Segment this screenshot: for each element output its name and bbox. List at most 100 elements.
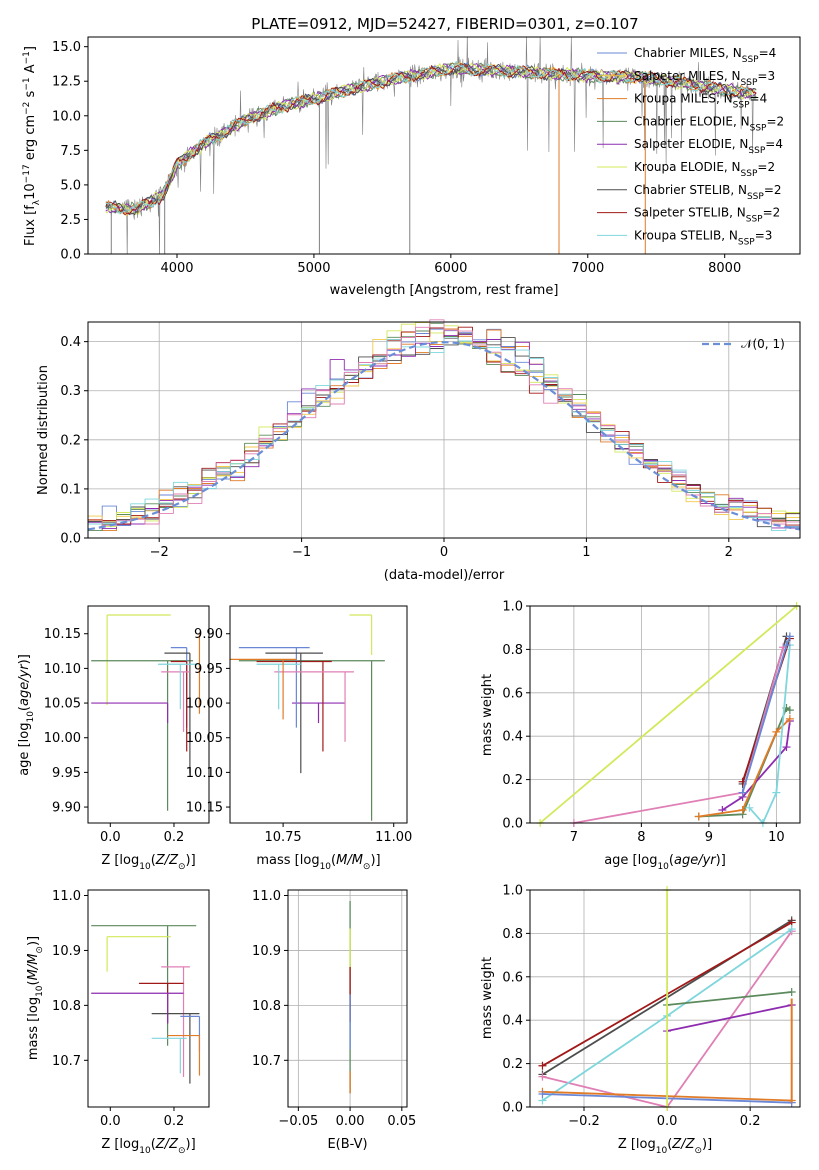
age-vs-mass-ytick-label: 10.10	[186, 766, 223, 781]
weight-z-ytick-label: 0.4	[502, 1014, 523, 1029]
weight-age-xtick-label: 10	[768, 830, 785, 845]
mass-vs-z-ylabel: mass [log10(M/M⊙)]	[26, 936, 45, 1060]
legend-label-salpeter_stelib: Salpeter STELIB, NSSP=2	[634, 206, 780, 225]
figure-title: PLATE=0912, MJD=52427, FIBERID=0301, z=0…	[251, 15, 638, 33]
weight-z-line-chabrier_elodie	[667, 991, 792, 1006]
spectrum-xlabel: wavelength [Angstrom, rest frame]	[330, 283, 559, 298]
weight-age-xtick-label: 8	[637, 830, 645, 845]
histogram-ylabel: Normed distribution	[36, 365, 51, 495]
spectrum-model-line-salpeter_stelib	[105, 63, 757, 216]
mass-vs-ebv-ytick-label: 10.9	[252, 944, 281, 959]
spectrum-xtick-label: 5000	[297, 261, 330, 276]
weight-z-xtick-label: 0.2	[740, 1114, 761, 1129]
age-vs-z-xlabel: Z [log10(Z/Z⊙)]	[101, 853, 195, 872]
weight-age-marker-kroupa_miles	[772, 727, 781, 736]
mass-vs-z-panel: 0.0 0.2 10.7 10.8 10.9 11.0 Z [log10(Z/Z⊙)] mas…	[26, 889, 210, 1156]
histogram-step-salpeter_stelib	[88, 326, 800, 526]
age-vs-z-ytick-label: 9.95	[52, 766, 81, 781]
mass-vs-ebv-panel: −0.05 0.00 0.05 10.7 10.8 10.9 11.0 E(B-V)	[252, 889, 416, 1152]
mass-vs-z-ytick-label: 10.8	[52, 999, 81, 1014]
weight-age-marker-kroupa_stelib	[772, 788, 781, 797]
age-vs-z-ytick-label: 9.90	[52, 801, 81, 816]
histogram-ytick-label: 0.1	[60, 482, 81, 497]
weight-age-marker-salpeter_elodie	[782, 743, 791, 752]
weight-age-ytick-label: 0.2	[502, 773, 523, 788]
histogram-xtick-label: −1	[292, 545, 311, 560]
spectrum-plot-area	[105, 37, 757, 254]
mass-vs-z-xtick-label: 0.0	[100, 1114, 121, 1129]
weight-age-ylabel: mass weight	[480, 674, 495, 756]
spectrum-model-line-chabrier_stelib	[105, 63, 757, 216]
weight-age-ytick-label: 0.6	[502, 686, 523, 701]
legend-label-chabrier_miles: Chabrier MILES, NSSP=4	[634, 46, 776, 65]
weight-age-ytick-label: 0.4	[502, 730, 523, 745]
histogram-xlabel: (data-model)/error	[384, 568, 505, 583]
weight-age-frame	[529, 605, 801, 824]
histogram-ytick-label: 0.4	[60, 335, 81, 350]
weight-z-marker-pink	[538, 1072, 547, 1081]
spectrum-ylabel: Flux [fλ10−17 erg cm−2 s−1 A−1]	[22, 46, 42, 246]
histogram-step-pink	[88, 319, 800, 526]
mass-vs-z-ytick-label: 10.7	[52, 1054, 81, 1069]
legend-label-chabrier_elodie: Chabrier ELODIE, NSSP=2	[634, 114, 784, 133]
spectrum-ytick-label: 7.5	[60, 144, 81, 159]
weight-z-xtick-label: −0.2	[568, 1114, 600, 1129]
weight-age-marker-chabrier_miles	[782, 641, 791, 650]
age-vs-z-ylabel: age [log10(age/yr)]	[17, 654, 36, 776]
weight-age-marker-chabrier_miles	[785, 632, 794, 641]
histogram-frame	[87, 321, 801, 539]
spectrum-ytick-label: 15.0	[52, 40, 81, 55]
histogram-ytick-label: 0.0	[60, 532, 81, 547]
legend-label-salpeter_elodie: Salpeter ELODIE, NSSP=4	[634, 137, 783, 156]
spectrum-model-line-kroupa_elodie	[105, 62, 757, 215]
weight-z-panel: −0.2 0.0 0.2 0.0 0.2 0.4 0.6 0.8 1.0 Z [log10(Z/Z…	[480, 884, 801, 1156]
histogram-xtick-label: 0	[440, 545, 448, 560]
mass-vs-ebv-ytick-label: 11.0	[252, 889, 281, 904]
age-vs-mass-xtick-label: 10.75	[264, 830, 301, 845]
age-vs-mass-ytick-label: 10.00	[186, 697, 223, 712]
weight-z-ytick-label: 0.8	[502, 927, 523, 942]
age-vs-mass-ytick-label: 9.95	[194, 662, 223, 677]
weight-z-ytick-label: 0.2	[502, 1057, 523, 1072]
weight-age-ytick-label: 0.0	[502, 817, 523, 832]
age-vs-mass-ytick-label: 9.90	[194, 627, 223, 642]
weight-z-frame	[529, 889, 801, 1108]
legend-label-kroupa_stelib: Kroupa STELIB, NSSP=3	[634, 228, 772, 247]
spectrum-ytick-label: 12.5	[52, 75, 81, 90]
spectrum-ytick-label: 10.0	[52, 109, 81, 124]
weight-z-ytick-label: 0.0	[502, 1101, 523, 1116]
age-vs-z-ytick-label: 10.00	[44, 731, 81, 746]
weight-age-marker-kroupa_miles	[738, 805, 747, 814]
weight-age-line-kroupa_stelib	[748, 645, 791, 824]
weight-z-marker-salpeter_stelib	[538, 1061, 547, 1070]
age-vs-mass-frame	[229, 605, 408, 824]
weight-z-ylabel: mass weight	[480, 957, 495, 1039]
age-vs-z-ytick-label: 10.10	[44, 662, 81, 677]
weight-age-line-pink	[573, 646, 784, 824]
age-vs-mass-ytick-label: 10.05	[186, 731, 223, 746]
legend-normal-label: 𝒩(0, 1)	[741, 337, 785, 351]
age-vs-z-frame	[87, 605, 210, 824]
weight-z-xlabel: Z [log10(Z/Z⊙)]	[618, 1137, 712, 1156]
spectrum-xtick-label: 8000	[708, 261, 741, 276]
mass-vs-z-frame	[87, 889, 210, 1108]
mass-vs-ebv-ytick-label: 10.7	[252, 1054, 281, 1069]
weight-age-panel: 7 8 9 10 0.0 0.2 0.4 0.6 0.8 1.0 age [log10(age/yr…	[480, 600, 801, 872]
weight-age-marker-kroupa_miles	[694, 812, 703, 821]
legend-label-kroupa_elodie: Kroupa ELODIE, NSSP=2	[634, 160, 775, 179]
weight-age-xtick-label: 9	[705, 830, 713, 845]
weight-age-marker-kroupa_stelib	[745, 803, 754, 812]
histogram-ytick-label: 0.3	[60, 384, 81, 399]
spectrum-ytick-label: 5.0	[60, 178, 81, 193]
weight-age-ytick-label: 1.0	[502, 600, 523, 615]
weight-age-ytick-label: 0.8	[502, 643, 523, 658]
age-vs-z-ytick-label: 10.05	[44, 697, 81, 712]
mass-vs-z-xlabel: Z [log10(Z/Z⊙)]	[101, 1137, 195, 1156]
weight-age-marker-kroupa_miles	[785, 714, 794, 723]
age-vs-z-xtick-label: 0.2	[164, 830, 185, 845]
mass-vs-z-ytick-label: 11.0	[52, 889, 81, 904]
age-vs-mass-xtick-label: 11.00	[375, 830, 412, 845]
legend-label-salpeter_miles: Salpeter MILES, NSSP=3	[634, 69, 775, 88]
mass-vs-ebv-xlabel: E(B-V)	[327, 1137, 367, 1152]
spectrum-xtick-label: 4000	[160, 261, 193, 276]
